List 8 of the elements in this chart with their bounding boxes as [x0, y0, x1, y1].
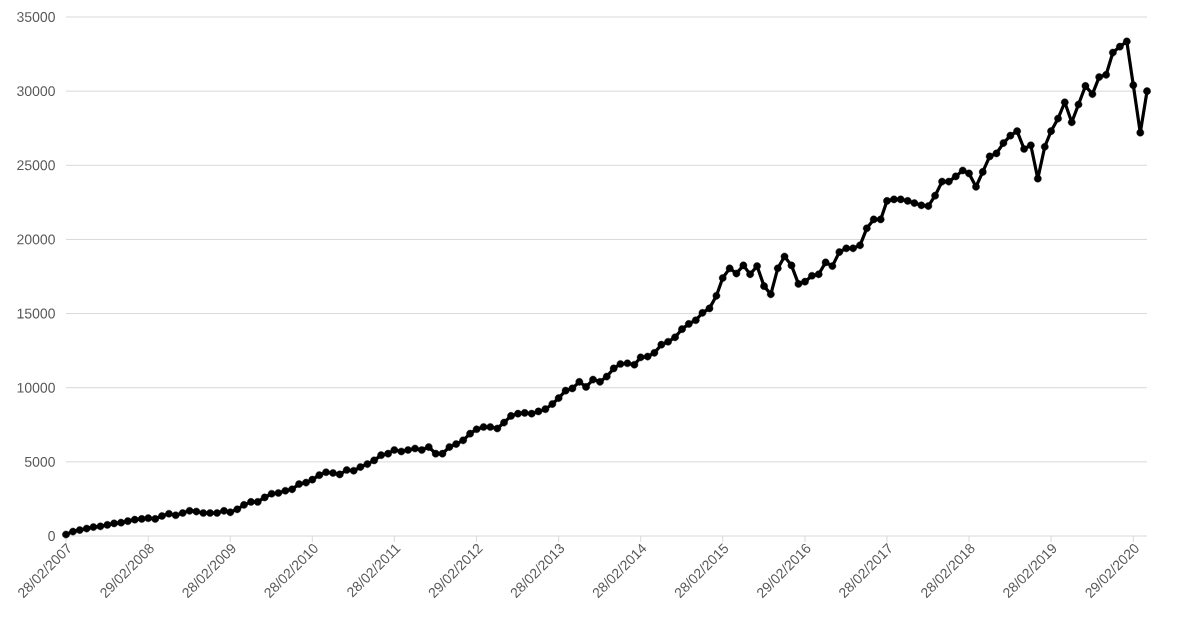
y-tick-label: 30000 [17, 86, 55, 97]
y-tick-label: 0 [48, 531, 55, 541]
y-tick-label: 25000 [17, 160, 55, 171]
y-tick-label: 35000 [17, 12, 55, 22]
y-tick-label: 15000 [17, 308, 55, 319]
y-tick-label: 10000 [17, 382, 55, 393]
y-tick-label: 20000 [17, 234, 55, 245]
y-tick-label: 5000 [24, 456, 55, 467]
